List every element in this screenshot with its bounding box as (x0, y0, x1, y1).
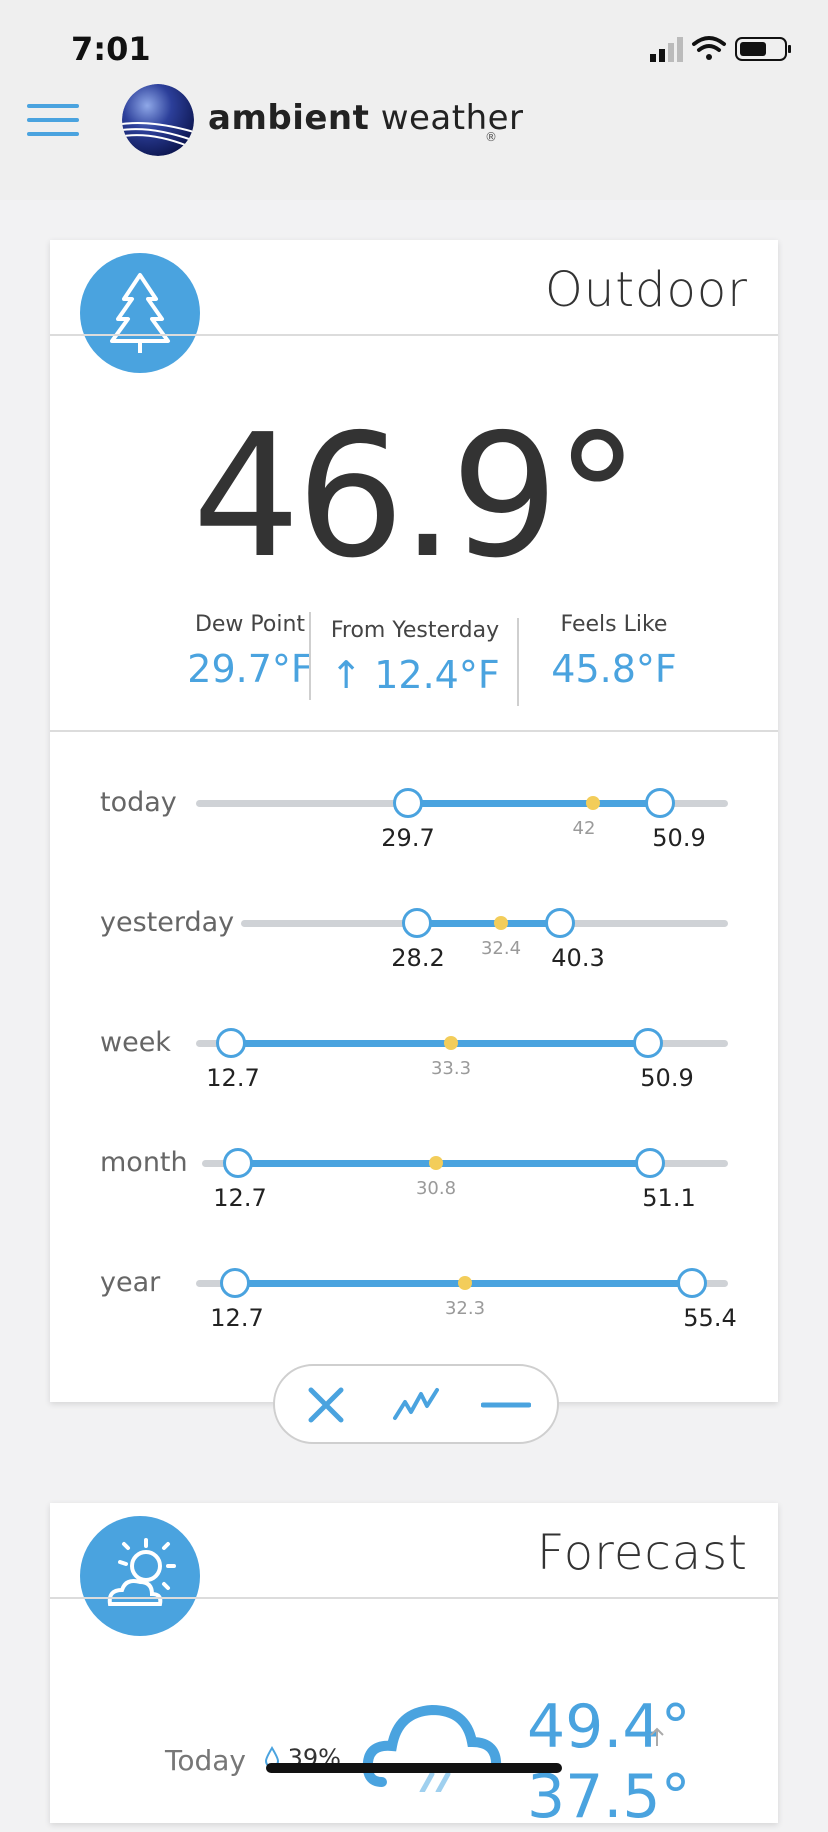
range-fill-today (408, 800, 660, 807)
range-high-handle[interactable] (545, 908, 575, 938)
range-label-today: today (100, 787, 177, 818)
registered-mark: ® (485, 130, 497, 144)
range-low-value: 12.7 (213, 1184, 267, 1212)
range-average-marker (444, 1036, 458, 1050)
range-label-year: year (100, 1267, 161, 1298)
divider (309, 612, 311, 700)
range-high-handle[interactable] (645, 788, 675, 818)
divider (50, 1597, 778, 1599)
range-high-value: 40.3 (551, 944, 605, 972)
tree-icon (80, 253, 200, 373)
range-low-handle[interactable] (393, 788, 423, 818)
range-average-value: 30.8 (415, 1178, 457, 1199)
forecast-title: Forecast (536, 1525, 748, 1581)
feels-like-stat: Feels Like 45.8°F (551, 612, 677, 691)
range-average-value: 32.3 (444, 1298, 486, 1319)
range-low-handle[interactable] (223, 1148, 253, 1178)
range-low-handle[interactable] (220, 1268, 250, 1298)
status-icons (650, 36, 791, 62)
range-low-value: 29.7 (381, 824, 435, 852)
home-indicator[interactable] (266, 1763, 562, 1773)
close-icon[interactable] (301, 1380, 351, 1430)
range-fill-week (231, 1040, 648, 1047)
current-temperature: 46.9° (192, 398, 640, 596)
range-low-value: 12.7 (210, 1304, 264, 1332)
from-yesterday-stat: From Yesterday ↑ 12.4°F (330, 618, 500, 697)
cellular-signal-icon (650, 37, 683, 62)
rain-cloud-icon (362, 1704, 502, 1792)
ambient-weather-logo-icon (122, 84, 194, 156)
range-average-marker (458, 1276, 472, 1290)
range-low-handle[interactable] (402, 908, 432, 938)
brand-name: ambient weather (208, 98, 524, 138)
range-low-value: 28.2 (391, 944, 445, 972)
range-average-value: 33.3 (430, 1058, 472, 1079)
range-high-value: 55.4 (683, 1304, 737, 1332)
range-average-value: 42 (572, 818, 596, 839)
forecast-today-label: Today (165, 1744, 246, 1777)
range-high-handle[interactable] (677, 1268, 707, 1298)
range-low-value: 12.7 (206, 1064, 260, 1092)
partly-sunny-icon (80, 1516, 200, 1636)
status-time: 7:01 (71, 30, 151, 68)
outdoor-title: Outdoor (545, 262, 748, 318)
range-average-marker (586, 796, 600, 810)
range-high-value: 50.9 (640, 1064, 694, 1092)
divider (50, 334, 778, 336)
wifi-icon (692, 36, 726, 60)
outdoor-card: Outdoor 46.9° Dew Point 29.7°F From Yest… (50, 240, 778, 1402)
range-label-month: month (100, 1147, 188, 1178)
minus-icon[interactable] (481, 1380, 531, 1430)
range-fill-month (238, 1160, 650, 1167)
forecast-high-temp: 49.4° (527, 1692, 691, 1762)
range-average-marker (494, 916, 508, 930)
range-low-handle[interactable] (216, 1028, 246, 1058)
range-label-yesterday: yesterday (100, 907, 235, 938)
divider (517, 618, 519, 706)
range-label-week: week (100, 1027, 171, 1058)
menu-icon[interactable] (27, 104, 79, 138)
line-chart-icon[interactable] (391, 1380, 441, 1430)
range-high-handle[interactable] (635, 1148, 665, 1178)
range-high-value: 51.1 (642, 1184, 696, 1212)
range-high-handle[interactable] (633, 1028, 663, 1058)
range-average-marker (429, 1156, 443, 1170)
range-high-value: 50.9 (652, 824, 706, 852)
range-fill-yesterday (417, 920, 560, 927)
range-average-value: 32.4 (480, 938, 522, 959)
arrow-up-icon (650, 1727, 664, 1746)
divider (50, 730, 778, 732)
battery-icon (735, 37, 791, 61)
card-toolbar (273, 1364, 559, 1444)
dew-point-stat: Dew Point 29.7°F (187, 612, 313, 691)
